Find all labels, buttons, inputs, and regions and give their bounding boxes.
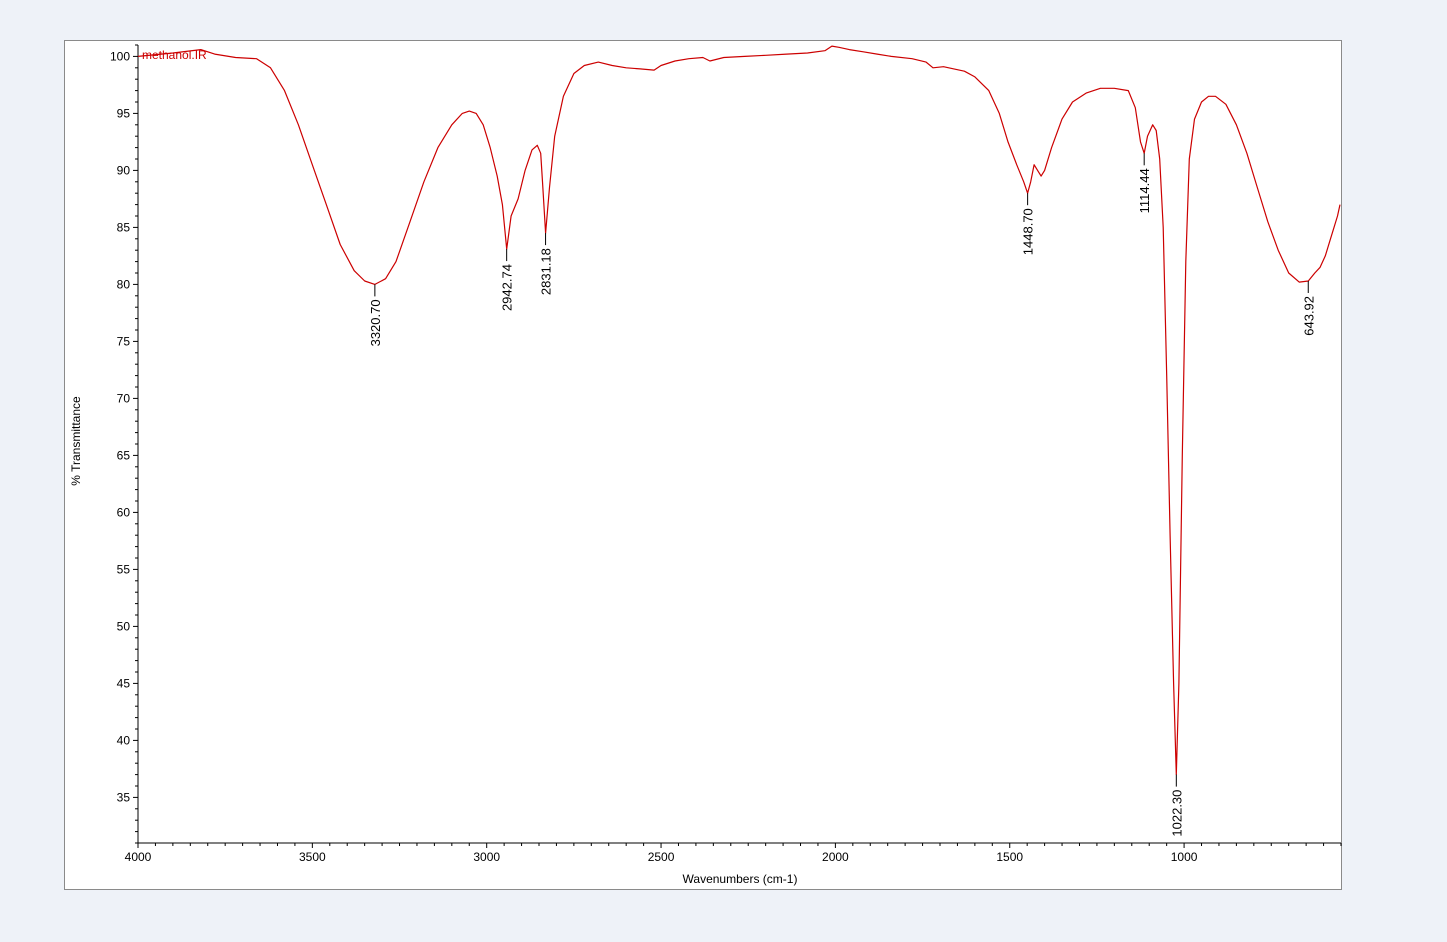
y-tick-label: 95 — [117, 106, 131, 120]
peak-label: 1448.70 — [1021, 208, 1036, 255]
x-tick-label: 1000 — [1171, 850, 1198, 864]
y-tick-label: 75 — [117, 334, 131, 348]
x-tick-label: 4000 — [125, 850, 152, 864]
y-tick-label: 55 — [117, 562, 131, 576]
axes: 35 40 45 50 55 60 65 70 75 80 85 90 95 100 4000 3500 300… — [110, 44, 1342, 864]
y-tick-label: 45 — [117, 676, 131, 690]
y-tick-label: 50 — [117, 619, 131, 633]
y-tick-label: 70 — [117, 391, 131, 405]
chart-frame: 35 40 45 50 55 60 65 70 75 80 85 90 95 100 4000 3500 300… — [64, 40, 1342, 890]
x-tick-label: 2000 — [822, 850, 849, 864]
x-tick-label: 1500 — [996, 850, 1023, 864]
peak-label: 1114.44 — [1137, 168, 1152, 213]
y-tick-label: 100 — [110, 49, 130, 63]
peak-label: 2942.74 — [500, 264, 515, 311]
series-layer — [137, 45, 1341, 776]
x-tick-label: 2500 — [648, 850, 675, 864]
x-axis-title: Wavenumbers (cm-1) — [683, 872, 798, 886]
spectrum-line — [137, 45, 1341, 776]
series-label: methanol.IR — [142, 48, 207, 62]
x-tick-label: 3500 — [299, 850, 326, 864]
y-tick-label: 65 — [117, 448, 131, 462]
y-tick-label: 35 — [117, 790, 131, 804]
peak-label: 3320.70 — [368, 299, 383, 346]
x-tick-label: 3000 — [473, 850, 500, 864]
peak-labels: 3320.70 2942.74 2831.18 1448.70 1114.44 1022.… — [368, 153, 1316, 837]
peak-label: 643.92 — [1301, 296, 1316, 336]
y-tick-label: 80 — [117, 277, 131, 291]
y-tick-label: 40 — [117, 733, 131, 747]
y-tick-label: 85 — [117, 220, 131, 234]
y-axis-title: % Transmittance — [69, 396, 83, 486]
y-tick-label: 90 — [117, 163, 131, 177]
peak-label: 2831.18 — [539, 248, 554, 295]
ir-spectrum-chart: 35 40 45 50 55 60 65 70 75 80 85 90 95 100 4000 3500 300… — [69, 44, 1342, 886]
peak-label: 1022.30 — [1169, 790, 1184, 837]
y-tick-label: 60 — [117, 505, 131, 519]
